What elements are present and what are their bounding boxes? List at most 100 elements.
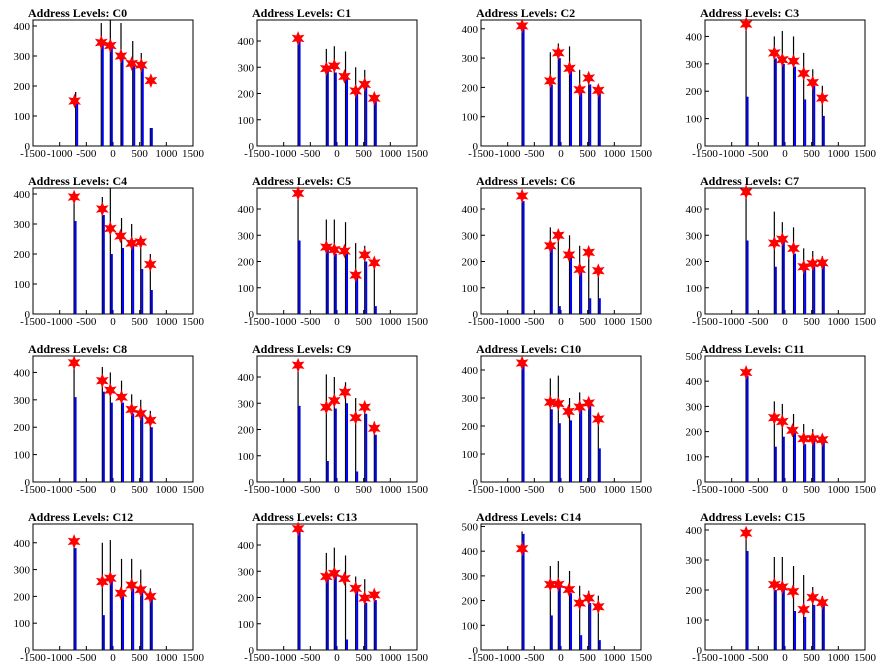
x-tick-label: -1500: [244, 484, 270, 496]
x-tick-label: -1000: [271, 148, 297, 160]
peak-star-marker: [767, 577, 781, 592]
x-tick-label: -1500: [468, 148, 494, 160]
peak-star-marker: [815, 255, 829, 271]
chart-panel: Address Levels: C11 0 100 200 300 400 500 -1500…: [686, 342, 877, 496]
peak-star-marker: [515, 188, 529, 204]
x-tick-label: -1000: [47, 484, 73, 496]
y-tick-label: 400: [14, 367, 31, 379]
x-tick-label: -500: [76, 148, 97, 160]
y-tick-label: 200: [686, 585, 703, 597]
peak-star-marker: [739, 525, 753, 541]
peak-star-marker: [319, 399, 333, 415]
y-tick-label: 200: [462, 421, 479, 433]
x-tick-label: 1000: [603, 652, 626, 664]
chart-panel: Address Levels: C5 0 100 200 300 400 -1500 -100…: [238, 174, 429, 328]
peak-star-marker: [67, 355, 81, 371]
y-tick-label: 400: [462, 365, 479, 377]
y-tick-label: 100: [238, 115, 255, 127]
y-tick-label: 200: [14, 81, 31, 93]
peak-star-marker: [806, 431, 820, 447]
chart-panel: Address Levels: C13 0 100 200 300 400 -1500 -10…: [238, 510, 429, 664]
x-tick-label: 0: [334, 316, 340, 328]
y-tick-label: 300: [238, 566, 255, 578]
y-tick-label: 300: [14, 395, 31, 407]
peak-star-marker: [134, 57, 148, 73]
peak-star-marker: [134, 234, 148, 250]
peak-star-marker: [515, 355, 529, 371]
peak-star-marker: [291, 31, 305, 46]
x-tick-label: 500: [803, 148, 820, 160]
y-tick-label: 400: [686, 525, 703, 537]
peak-star-marker: [562, 582, 576, 597]
chart-title: Address Levels: C1: [252, 6, 351, 20]
y-tick-label: 300: [462, 53, 479, 65]
peak-star-marker: [591, 411, 605, 427]
peak-star-marker: [775, 579, 789, 595]
y-tick-label: 200: [14, 249, 31, 261]
peak-star-marker: [582, 70, 596, 86]
x-tick-label: -1000: [47, 652, 73, 664]
y-tick-label: 200: [462, 596, 479, 608]
x-tick-label: 1500: [406, 148, 429, 160]
x-tick-label: 500: [131, 148, 148, 160]
x-tick-label: -500: [76, 652, 97, 664]
x-tick-label: 1000: [827, 484, 850, 496]
x-tick-label: 500: [803, 484, 820, 496]
x-tick-label: 1000: [603, 484, 626, 496]
peak-star-marker: [367, 90, 381, 106]
peak-star-marker: [94, 35, 108, 50]
peak-star-marker: [115, 389, 128, 405]
peak-star-marker: [338, 384, 352, 400]
y-tick-label: 400: [462, 204, 479, 216]
peak-star-marker: [125, 402, 139, 417]
peak-star-marker: [327, 58, 341, 74]
x-tick-label: -1000: [719, 484, 745, 496]
peak-star-marker: [563, 60, 576, 76]
y-tick-label: 100: [14, 111, 31, 123]
y-tick-label: 100: [238, 451, 255, 463]
x-tick-label: -500: [748, 316, 769, 328]
x-tick-label: -500: [300, 316, 321, 328]
x-tick-label: -1000: [495, 652, 521, 664]
chart-title: Address Levels: C3: [700, 6, 799, 20]
x-tick-label: -1000: [719, 148, 745, 160]
x-tick-label: 1500: [182, 316, 205, 328]
x-tick-label: -1500: [244, 316, 270, 328]
peak-star-marker: [775, 414, 789, 429]
y-tick-label: 100: [462, 283, 479, 295]
peak-star-marker: [591, 599, 605, 615]
chart-title: Address Levels: C4: [28, 174, 127, 188]
chart-panel: Address Levels: C2 0 100 200 300 400 -1500 -100…: [462, 6, 653, 160]
y-tick-label: 100: [14, 618, 31, 630]
peak-star-marker: [134, 582, 148, 598]
peak-star-marker: [582, 244, 596, 260]
y-tick-label: 0: [697, 477, 703, 489]
x-tick-label: 0: [558, 652, 564, 664]
peak-star-marker: [143, 589, 157, 604]
y-tick-label: 400: [686, 31, 703, 43]
chart-title: Address Levels: C14: [476, 510, 581, 524]
x-tick-label: 1500: [630, 484, 653, 496]
y-tick-label: 200: [686, 86, 703, 98]
x-tick-label: 1000: [155, 316, 178, 328]
x-tick-label: -1000: [495, 148, 521, 160]
y-tick-label: 200: [686, 427, 703, 439]
plot-frame: [704, 187, 866, 315]
y-tick-label: 400: [686, 204, 703, 216]
peak-star-marker: [143, 257, 157, 272]
peak-star-marker: [787, 241, 800, 256]
x-tick-label: -500: [748, 652, 769, 664]
peak-star-marker: [103, 38, 117, 53]
chart-title: Address Levels: C8: [28, 342, 127, 356]
y-tick-label: 300: [238, 62, 255, 74]
peak-star-marker: [786, 422, 799, 438]
peak-star-marker: [291, 357, 305, 373]
peak-star-marker: [562, 404, 575, 419]
y-tick-label: 0: [25, 309, 31, 321]
peak-star-marker: [797, 602, 811, 617]
y-tick-label: 200: [238, 593, 255, 605]
peak-star-marker: [349, 410, 363, 426]
x-tick-label: 0: [334, 652, 340, 664]
y-tick-label: 200: [238, 257, 255, 269]
x-tick-label: 0: [558, 316, 564, 328]
